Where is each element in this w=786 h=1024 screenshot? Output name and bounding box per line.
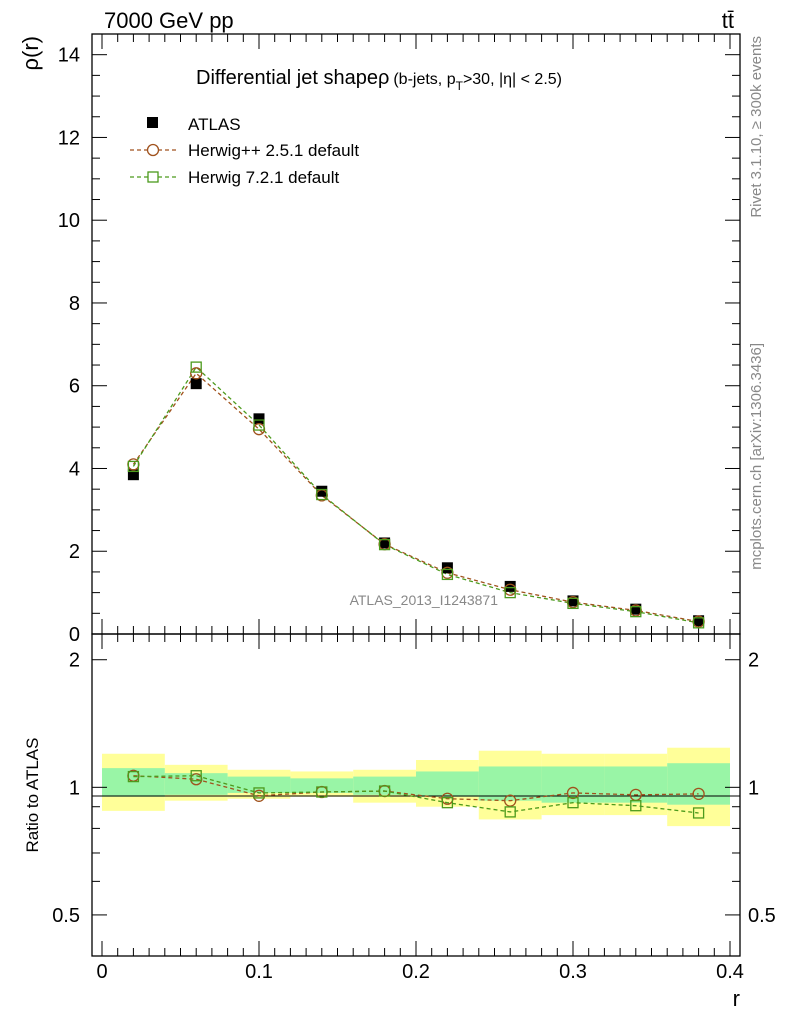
analysis-watermark: ATLAS_2013_I1243871 bbox=[350, 592, 499, 608]
rivet-version-label: Rivet 3.1.10, ≥ 300k events bbox=[748, 36, 765, 218]
ratio-herwig7-point bbox=[190, 770, 202, 782]
main-herwigpp-line bbox=[132, 372, 699, 623]
main-herwig7-point bbox=[630, 606, 642, 618]
main-y-tick-label: 2 bbox=[69, 541, 80, 563]
band-inner-bin bbox=[667, 763, 730, 805]
ratio-herwigpp-point bbox=[504, 794, 517, 807]
x-tick-label: 0.1 bbox=[245, 961, 273, 983]
band-inner-bin bbox=[416, 771, 479, 797]
ratio-herwig7-point bbox=[692, 807, 705, 819]
main-y-tick-label: 8 bbox=[69, 293, 80, 315]
main-y-tick-label: 10 bbox=[58, 210, 80, 232]
band-inner-bin bbox=[227, 776, 291, 793]
main-y-tick-label: 0 bbox=[69, 624, 80, 646]
legend-herwigpp-marker bbox=[146, 143, 160, 157]
ratio-uncertainty-band-inner bbox=[102, 763, 730, 805]
axis-ticks bbox=[92, 34, 740, 956]
main-herwig7-point bbox=[127, 460, 140, 473]
main-atlas-point bbox=[127, 469, 139, 481]
ratio-herwigpp-point bbox=[566, 786, 580, 800]
legend-atlas-marker bbox=[147, 117, 158, 128]
band-inner-bin bbox=[541, 766, 605, 803]
main-herwig7-point bbox=[316, 488, 328, 501]
main-herwigpp-point bbox=[190, 367, 203, 380]
main-herwig7-point bbox=[253, 419, 265, 431]
main-atlas-point bbox=[379, 537, 391, 549]
plot-title-sub-T: T bbox=[456, 79, 464, 93]
main-atlas-point bbox=[316, 485, 328, 497]
ratio-herwig7-point bbox=[253, 787, 265, 799]
main-atlas-point bbox=[567, 595, 579, 607]
band-inner-bin bbox=[102, 768, 165, 797]
legend-herwig7-marker bbox=[147, 171, 159, 183]
data-series bbox=[127, 361, 705, 819]
ratio-herwig7-point bbox=[504, 806, 516, 818]
x-tick-label: 0.4 bbox=[716, 961, 744, 983]
main-herwig7-point bbox=[504, 586, 516, 599]
main-atlas-point bbox=[504, 580, 516, 592]
x-tick-label: 0 bbox=[96, 961, 107, 983]
ratio-herwig7-point bbox=[630, 800, 642, 812]
ratio-herwig7-point bbox=[127, 770, 140, 783]
x-axis-label: r bbox=[733, 986, 740, 1011]
ratio-y-axis-label: Ratio to ATLAS bbox=[23, 738, 42, 853]
ratio-y-tick-label-left: 2 bbox=[69, 650, 80, 672]
legend-herwigpp-label: Herwig++ 2.5.1 default bbox=[188, 141, 359, 160]
x-tick-label: 0.3 bbox=[559, 961, 587, 983]
energy-label: 7000 GeV pp bbox=[104, 8, 234, 33]
main-y-tick-label: 6 bbox=[69, 376, 80, 398]
plot-title-sub: (b-jets, p bbox=[393, 71, 455, 88]
main-atlas-point bbox=[190, 378, 202, 390]
main-herwig7-point bbox=[692, 617, 705, 629]
ratio-herwig7-point bbox=[441, 797, 454, 809]
band-inner-bin bbox=[290, 778, 354, 793]
legend-atlas-label: ATLAS bbox=[188, 115, 241, 134]
main-herwig7-point bbox=[441, 568, 454, 581]
ratio-y-tick-label-left: 0.5 bbox=[52, 905, 80, 927]
main-y-tick-label: 12 bbox=[58, 127, 80, 149]
ratio-y-tick-label-right: 0.5 bbox=[748, 905, 776, 927]
x-tick-label: 0.2 bbox=[402, 961, 430, 983]
band-inner-bin bbox=[164, 773, 228, 795]
ratio-herwig7-point bbox=[378, 785, 391, 797]
ratio-y-tick-label-right: 1 bbox=[748, 777, 759, 799]
main-y-tick-label: 4 bbox=[69, 458, 80, 480]
main-herwig7-point bbox=[190, 361, 202, 373]
main-atlas-point bbox=[253, 413, 265, 425]
main-herwig7-line bbox=[132, 366, 699, 624]
legend-herwig7-label: Herwig 7.2.1 default bbox=[188, 168, 339, 187]
main-atlas-point bbox=[630, 603, 642, 615]
main-y-tick-label: 14 bbox=[58, 45, 80, 67]
band-inner-bin bbox=[604, 766, 668, 803]
main-y-axis-label: ρ(r) bbox=[18, 36, 43, 71]
ratio-herwig7-point bbox=[316, 786, 328, 798]
plot-title-main: Differential jet shapeρ bbox=[196, 67, 389, 89]
plot-title-sub-rest: >30, |η| < 2.5) bbox=[463, 71, 562, 88]
ratio-herwigpp-point bbox=[692, 787, 705, 801]
process-label: tt̄ bbox=[722, 8, 734, 33]
legend: ATLAS Herwig++ 2.5.1 default Herwig 7.2.… bbox=[130, 115, 359, 187]
ratio-y-tick-label-right: 2 bbox=[748, 650, 759, 672]
ratio-herwig7-point bbox=[567, 797, 579, 809]
main-herwig7-point bbox=[378, 538, 391, 551]
ratio-y-tick-label-left: 1 bbox=[69, 777, 80, 799]
main-atlas-point bbox=[693, 615, 705, 627]
main-herwig7-point bbox=[567, 597, 579, 610]
plot-title: Differential jet shapeρ (b-jets, pT>30, |… bbox=[196, 67, 562, 93]
mcplots-label: mcplots.cern.ch [arXiv:1306.3436] bbox=[748, 343, 765, 570]
